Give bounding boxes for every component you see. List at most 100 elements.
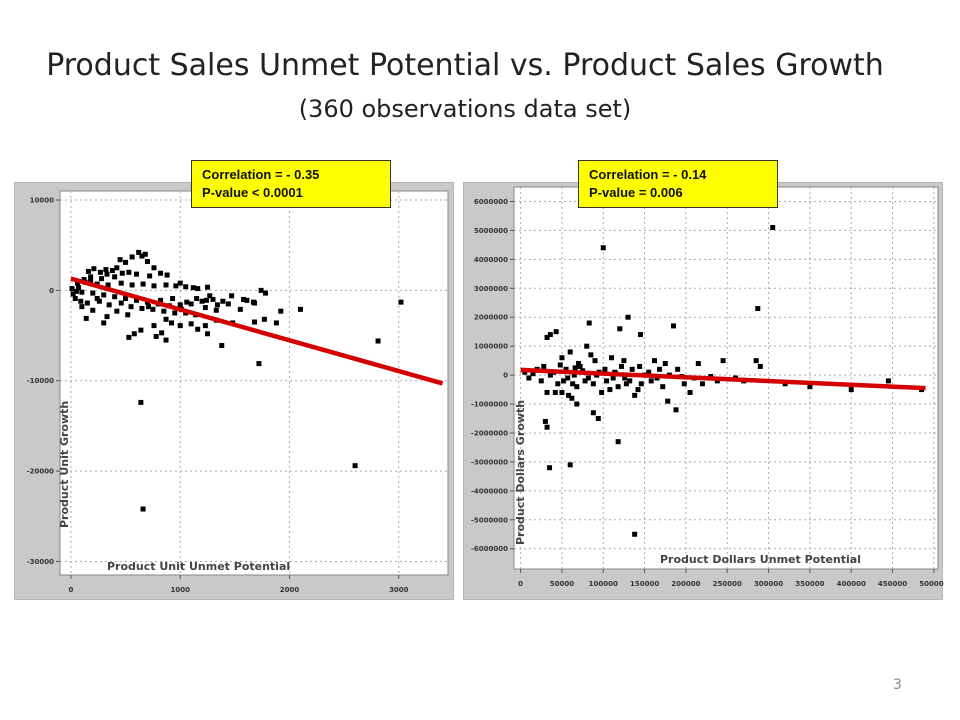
data-point: [681, 381, 687, 387]
data-point: [273, 320, 279, 326]
chart-panel-right: 0 50000 100000 150000 200000 250000 300000 3500…: [463, 182, 944, 600]
data-point: [574, 384, 580, 390]
data-point: [79, 304, 85, 310]
data-point: [205, 284, 211, 290]
data-point: [70, 291, 76, 297]
data-point: [656, 366, 662, 372]
data-point: [161, 308, 167, 314]
data-point: [637, 363, 643, 369]
data-point: [675, 366, 681, 372]
data-point: [258, 287, 264, 293]
data-point: [114, 265, 120, 271]
data-point: [159, 330, 165, 336]
data-point: [195, 326, 201, 332]
data-point: [129, 254, 135, 260]
data-point: [530, 371, 536, 377]
data-point: [69, 286, 75, 292]
x-tick-label: 250000: [713, 580, 742, 588]
data-point: [106, 302, 112, 308]
data-point: [158, 297, 164, 303]
x-tick-label: 400000: [837, 580, 866, 588]
x-tick-label: 0: [518, 580, 523, 588]
x-axis-label-left: Product Unit Unmet Potential: [107, 560, 291, 573]
data-point: [73, 288, 79, 294]
data-point: [577, 363, 583, 369]
data-point: [163, 337, 169, 343]
page-number: 3: [893, 677, 902, 693]
x-tick-label: 500000: [919, 580, 944, 588]
scatter-chart-left: 0 1000 2000 3000 10000 0 -10000 -20000 -30000: [27, 190, 449, 594]
y-tick-label: -4000000: [471, 487, 508, 495]
data-point: [618, 363, 624, 369]
data-point: [81, 277, 87, 283]
data-point: [590, 410, 596, 416]
data-point: [542, 418, 548, 424]
data-point: [90, 307, 96, 313]
data-point: [139, 305, 145, 311]
data-point: [202, 323, 208, 329]
data-point: [104, 271, 110, 277]
data-point: [199, 298, 205, 304]
data-point: [225, 301, 231, 307]
y-tick-label: 5000000: [474, 227, 508, 235]
slide-title: Product Sales Unmet Potential vs. Produc…: [46, 48, 884, 83]
data-point: [570, 381, 576, 387]
y-tick-label: -20000: [27, 468, 54, 476]
data-point: [144, 258, 150, 264]
data-point: [139, 253, 145, 259]
data-point: [632, 392, 638, 398]
data-point: [205, 331, 211, 337]
data-point: [757, 363, 763, 369]
data-point: [278, 308, 284, 314]
gridlines-left: [60, 191, 448, 575]
data-point: [104, 314, 110, 320]
data-point: [109, 268, 115, 274]
data-point: [375, 338, 381, 344]
plot-area-left: [59, 190, 449, 576]
data-point: [237, 306, 243, 312]
data-point: [112, 294, 118, 300]
x-tick-label: 50000: [550, 580, 574, 588]
data-point: [79, 289, 85, 295]
x-tick-label: 2000: [280, 586, 300, 594]
data-point: [190, 285, 196, 291]
data-point: [138, 327, 144, 333]
data-point: [138, 399, 144, 405]
data-point: [184, 299, 190, 305]
data-point: [131, 331, 137, 337]
data-point: [586, 320, 592, 326]
data-point: [118, 280, 124, 286]
slide-subtitle: (360 observations data set): [298, 95, 632, 123]
data-point: [541, 363, 547, 369]
data-point: [622, 375, 628, 381]
data-point: [220, 298, 226, 304]
data-point: [566, 392, 572, 398]
correlation-value-left: Correlation = - 0.35: [202, 167, 320, 182]
data-point: [526, 375, 532, 381]
data-point: [627, 378, 633, 384]
data-point: [114, 308, 120, 314]
data-point: [256, 361, 262, 367]
data-point: [123, 296, 129, 302]
data-point: [163, 316, 169, 322]
data-point: [85, 268, 91, 274]
data-point: [635, 387, 641, 393]
data-point: [83, 315, 89, 321]
data-point: [210, 296, 216, 302]
data-point: [123, 259, 129, 265]
data-point: [584, 343, 590, 349]
data-point: [72, 296, 78, 302]
y-tick-label: -10000: [27, 377, 54, 385]
data-point: [177, 302, 183, 308]
data-point: [807, 384, 813, 390]
data-point: [76, 285, 82, 291]
x-tick-label: 1000: [170, 586, 190, 594]
data-point: [96, 298, 102, 304]
correlation-annotation-left: Correlation = - 0.35 P-value < 0.0001: [191, 160, 391, 208]
data-point: [610, 375, 616, 381]
data-point: [153, 333, 159, 339]
data-point: [151, 265, 157, 271]
data-point: [241, 296, 247, 302]
data-point: [88, 274, 94, 280]
data-point: [652, 358, 658, 364]
